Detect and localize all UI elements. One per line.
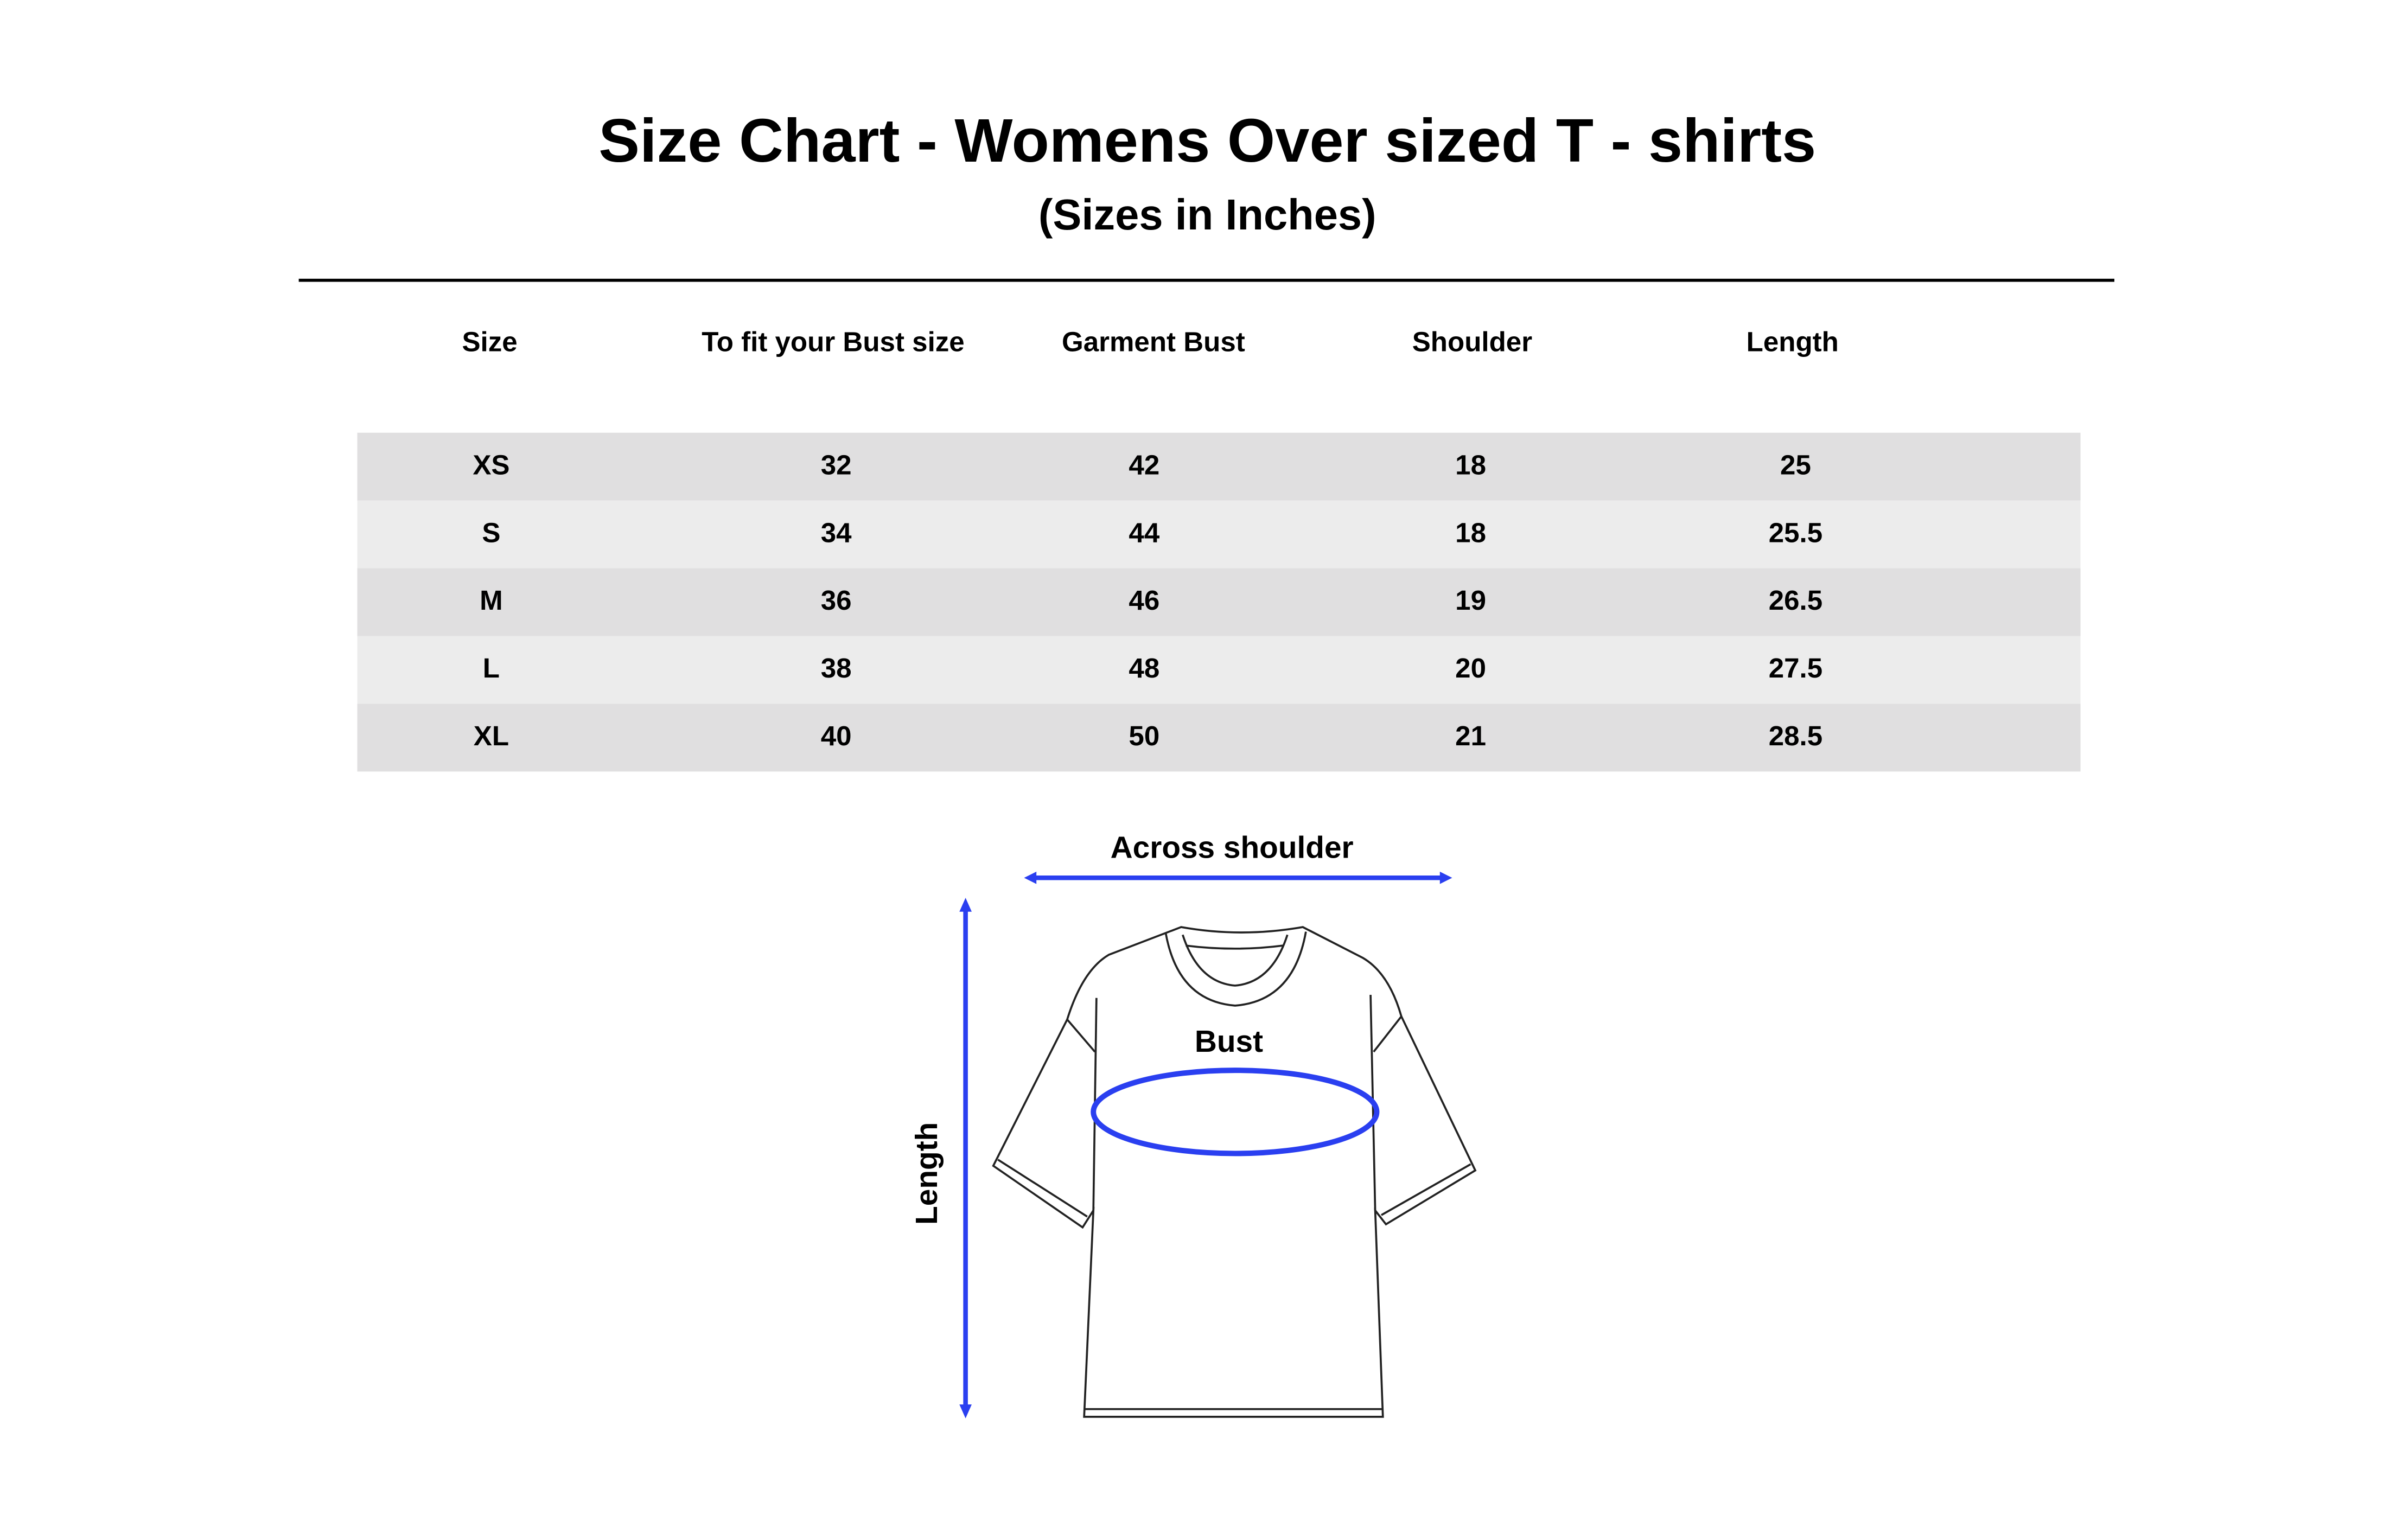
page-title: Size Chart - Womens Over sized T - shirt… bbox=[598, 107, 1817, 176]
cell-size: M bbox=[480, 585, 503, 616]
table-row: XS 32 42 18 25 bbox=[357, 432, 2081, 501]
cell-size: XS bbox=[473, 449, 510, 481]
cell-shoulder: 21 bbox=[1455, 720, 1487, 752]
cell-garment-bust: 50 bbox=[1129, 720, 1160, 752]
cell-garment-bust: 48 bbox=[1129, 653, 1160, 684]
length-arrow bbox=[959, 898, 972, 1418]
table-row: L 38 48 20 27.5 bbox=[357, 636, 2081, 704]
cell-garment-bust: 44 bbox=[1129, 517, 1160, 548]
cell-size: XL bbox=[473, 720, 509, 752]
length-label: Length bbox=[910, 1122, 945, 1225]
cell-bust-fit: 40 bbox=[820, 720, 852, 752]
cell-length: 25.5 bbox=[1768, 517, 1823, 548]
cell-length: 28.5 bbox=[1768, 720, 1823, 752]
header-garment-bust: Garment Bust bbox=[1061, 326, 1245, 357]
cell-size: S bbox=[482, 517, 501, 548]
divider bbox=[298, 278, 2114, 282]
cell-garment-bust: 42 bbox=[1129, 449, 1160, 481]
cell-length: 26.5 bbox=[1768, 585, 1823, 616]
cell-shoulder: 19 bbox=[1455, 585, 1487, 616]
header-bust-fit: To fit your Bust size bbox=[702, 326, 965, 357]
header-size: Size bbox=[462, 326, 518, 357]
tshirt-outline-icon bbox=[992, 926, 1477, 1418]
table-row: M 36 46 19 26.5 bbox=[357, 568, 2081, 636]
cell-size: L bbox=[482, 653, 500, 684]
cell-length: 27.5 bbox=[1768, 653, 1823, 684]
page-subtitle: (Sizes in Inches) bbox=[1038, 191, 1376, 239]
cell-shoulder: 20 bbox=[1455, 653, 1487, 684]
across-shoulder-arrow bbox=[1024, 871, 1452, 884]
table-row: S 34 44 18 25.5 bbox=[357, 500, 2081, 568]
header-shoulder: Shoulder bbox=[1412, 326, 1533, 357]
cell-bust-fit: 34 bbox=[820, 517, 852, 548]
bust-label: Bust bbox=[1194, 1025, 1264, 1060]
cell-shoulder: 18 bbox=[1455, 517, 1487, 548]
across-shoulder-label: Across shoulder bbox=[1110, 832, 1354, 866]
cell-bust-fit: 36 bbox=[820, 585, 852, 616]
bust-ellipse bbox=[1091, 1068, 1380, 1156]
cell-shoulder: 18 bbox=[1455, 449, 1487, 481]
cell-bust-fit: 38 bbox=[820, 653, 852, 684]
header-length: Length bbox=[1746, 326, 1839, 357]
cell-garment-bust: 46 bbox=[1129, 585, 1160, 616]
cell-bust-fit: 32 bbox=[820, 449, 852, 481]
table-row: XL 40 50 21 28.5 bbox=[357, 704, 2081, 772]
cell-length: 25 bbox=[1780, 449, 1811, 481]
